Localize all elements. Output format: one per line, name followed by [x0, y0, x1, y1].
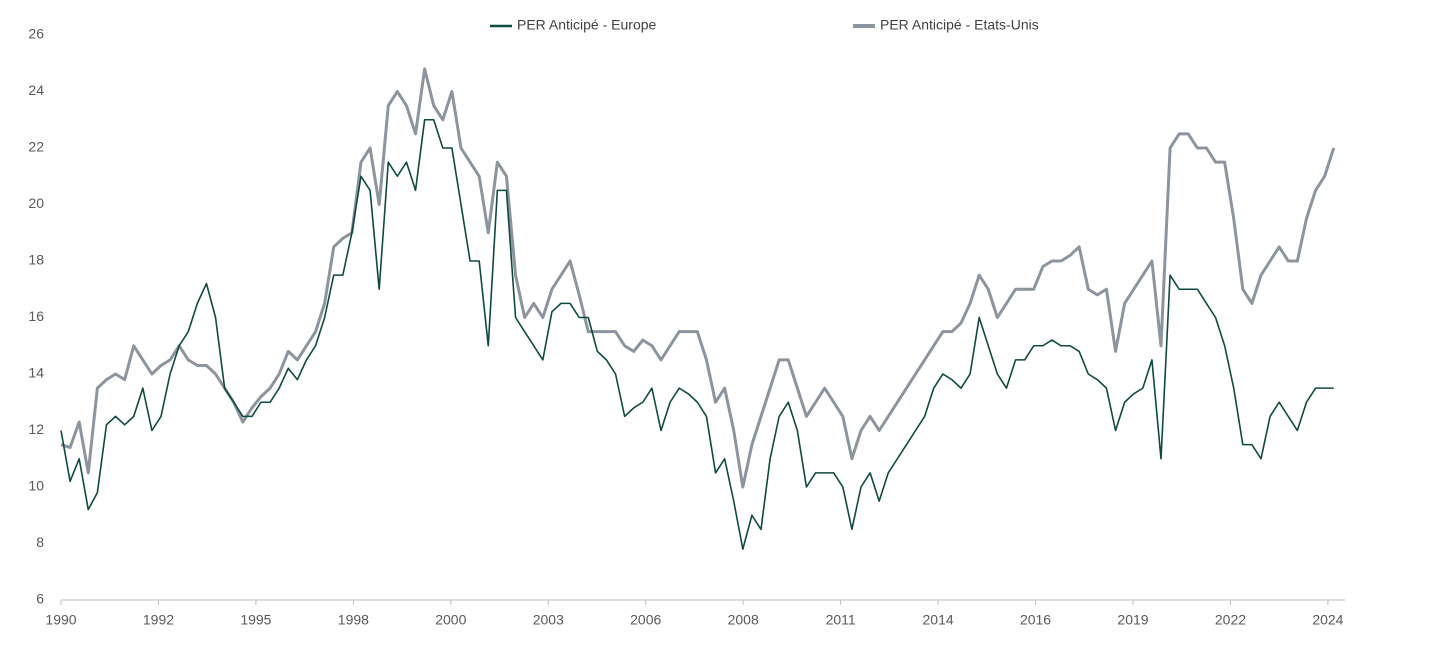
- x-tick-label: 2008: [728, 612, 759, 628]
- x-tick-label: 2024: [1312, 612, 1343, 628]
- y-tick-label: 24: [28, 82, 44, 98]
- x-tick-label: 1995: [240, 612, 271, 628]
- y-tick-label: 22: [28, 139, 44, 155]
- y-tick-label: 16: [28, 308, 44, 324]
- y-tick-label: 10: [28, 478, 44, 494]
- x-tick-label: 2011: [826, 612, 856, 628]
- y-tick-label: 14: [28, 365, 44, 381]
- legend-label: PER Anticipé - Europe: [517, 17, 657, 33]
- y-tick-label: 20: [28, 195, 44, 211]
- y-tick-label: 8: [36, 534, 44, 550]
- x-tick-label: 2006: [630, 612, 661, 628]
- x-tick-label: 1998: [338, 612, 369, 628]
- x-tick-label: 2000: [435, 612, 466, 628]
- x-tick-label: 1992: [143, 612, 174, 628]
- x-tick-label: 2016: [1020, 612, 1051, 628]
- y-tick-label: 6: [36, 591, 44, 607]
- x-tick-label: 2019: [1117, 612, 1148, 628]
- x-tick-label: 2003: [533, 612, 564, 628]
- y-tick-label: 26: [28, 26, 44, 42]
- x-tick-label: 2022: [1215, 612, 1246, 628]
- x-tick-label: 1990: [45, 612, 76, 628]
- x-tick-label: 2014: [923, 612, 954, 628]
- series-line: [60, 118, 1334, 550]
- series-line: [60, 67, 1336, 489]
- y-tick-label: 12: [28, 421, 44, 437]
- y-tick-label: 18: [28, 252, 44, 268]
- legend-label: PER Anticipé - Etats-Unis: [880, 17, 1039, 33]
